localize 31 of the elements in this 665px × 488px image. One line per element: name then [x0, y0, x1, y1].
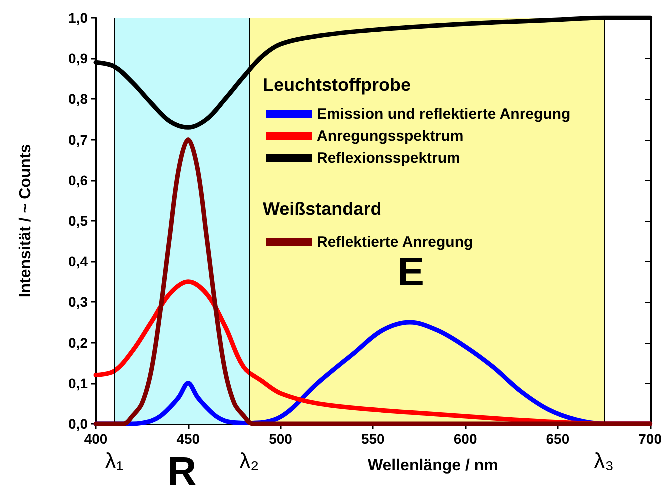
x-axis-title: Wellenlänge / nm	[368, 458, 498, 474]
x-tick-label: 550	[361, 431, 386, 447]
legend-label: Emission und reflektierte Anregung	[317, 106, 571, 123]
ref-line-label: λ₂	[240, 448, 260, 474]
x-tick-label: 600	[454, 431, 478, 447]
x-tick-label: 650	[546, 431, 570, 447]
x-tick-label: 400	[84, 431, 108, 447]
y-tick-label: 0,3	[68, 294, 88, 310]
x-tick-label: 700	[638, 431, 662, 447]
y-tick-label: 1,0	[68, 10, 88, 26]
y-axis-title: Intensität / ~ Counts	[18, 144, 34, 298]
y-tick-label: 0,6	[68, 172, 88, 188]
y-tick-label: 0,7	[68, 132, 88, 148]
y-tick-label: 0,0	[68, 416, 88, 432]
annotation: E	[398, 250, 424, 294]
y-tick-label: 0,1	[68, 375, 88, 392]
ref-line-label: λ₁	[105, 448, 124, 474]
legend-label: Reflektierte Anregung	[317, 234, 474, 251]
ref-line-label: λ₃	[594, 448, 614, 474]
x-tick-label: 450	[176, 431, 200, 447]
y-tick-label: 0,5	[68, 213, 88, 229]
y-tick-label: 0,8	[68, 91, 88, 108]
annotation: Weißstandard	[263, 199, 382, 219]
legend-label: Anregungsspektrum	[317, 128, 464, 145]
y-tick-label: 0,9	[68, 50, 88, 67]
y-tick-label: 0,2	[68, 334, 88, 351]
x-tick-label: 500	[269, 431, 293, 447]
annotation: Leuchtstoffprobe	[263, 75, 411, 95]
legend-label: Reflexionsspektrum	[317, 150, 460, 167]
y-tick-label: 0,4	[68, 254, 88, 270]
text: R	[168, 450, 197, 488]
